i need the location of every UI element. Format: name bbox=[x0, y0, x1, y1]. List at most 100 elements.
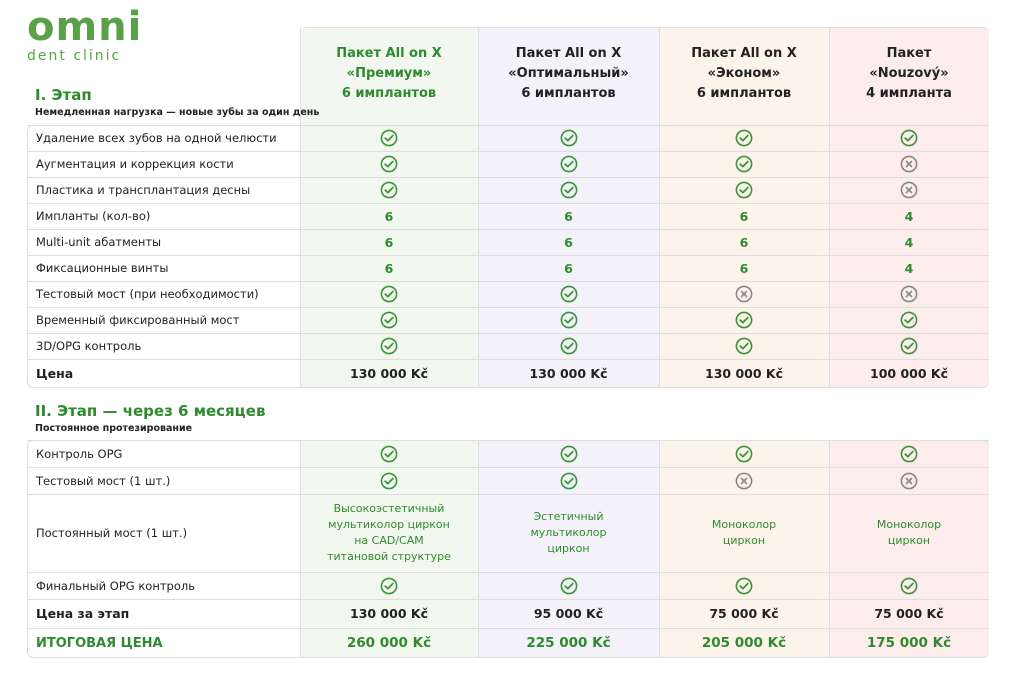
cell: 6 bbox=[739, 260, 749, 276]
check-icon bbox=[735, 181, 753, 199]
cell: 100 000 Kč bbox=[870, 366, 948, 381]
row-label: Пластика и трансплантация десны bbox=[36, 183, 251, 197]
row-line bbox=[27, 333, 989, 334]
cell bbox=[300, 151, 478, 177]
cell-line: Моноколор bbox=[876, 518, 942, 531]
row-line bbox=[27, 151, 989, 152]
check-icon bbox=[735, 577, 753, 594]
cell bbox=[659, 572, 829, 599]
header-line: 4 импланта bbox=[866, 86, 952, 101]
cell bbox=[659, 281, 829, 307]
row-line bbox=[27, 177, 989, 178]
header-line: Пакет All on X bbox=[515, 46, 622, 61]
cell bbox=[478, 151, 659, 177]
cell bbox=[478, 333, 659, 359]
row-label: Временный фиксированный мост bbox=[36, 313, 240, 327]
row-label: Цена за этап bbox=[36, 606, 130, 621]
cell bbox=[829, 307, 989, 333]
check-icon bbox=[560, 472, 577, 489]
cell bbox=[300, 467, 478, 494]
check-icon bbox=[560, 181, 577, 199]
cell bbox=[659, 467, 829, 494]
cell bbox=[478, 572, 659, 599]
cell-line: циркон bbox=[547, 542, 590, 555]
cross-icon bbox=[900, 181, 918, 199]
check-icon bbox=[560, 445, 577, 462]
cell: 205 000 Kč bbox=[701, 635, 787, 651]
cell: 75 000 Kč bbox=[709, 606, 779, 621]
cell bbox=[300, 177, 478, 203]
stage-title: II. Этап — через 6 месяцев bbox=[35, 402, 266, 420]
header-line: 6 имплантов bbox=[341, 86, 437, 101]
row-label: Контроль OPG bbox=[36, 446, 123, 461]
cell: 6 bbox=[384, 260, 394, 276]
logo-name: omni bbox=[27, 4, 143, 50]
check-icon bbox=[380, 155, 398, 173]
row-label: ИТОГОВАЯ ЦЕНА bbox=[36, 635, 163, 651]
cell-line: Эстетичный bbox=[533, 510, 604, 523]
row-line bbox=[27, 255, 989, 256]
row-line bbox=[27, 628, 989, 629]
row-label: Финальный OPG контроль bbox=[36, 578, 196, 593]
cell-line: на CAD/CAM bbox=[354, 534, 424, 547]
cell: 6 bbox=[384, 208, 394, 224]
cell bbox=[659, 333, 829, 359]
cell: 6 bbox=[739, 234, 749, 250]
cell bbox=[829, 333, 989, 359]
row-line bbox=[27, 203, 989, 204]
column-bg bbox=[659, 441, 829, 657]
stage-subtitle: Постоянное протезирование bbox=[35, 423, 193, 434]
cross-icon bbox=[735, 285, 753, 303]
cell bbox=[478, 307, 659, 333]
row-line bbox=[27, 307, 989, 308]
cell: 95 000 Kč bbox=[533, 606, 604, 621]
cell bbox=[829, 151, 989, 177]
row-label: 3D/OPG контроль bbox=[36, 339, 142, 353]
cell: 130 000 Kč bbox=[350, 366, 428, 381]
row-label: Multi-unit абатменты bbox=[36, 235, 162, 249]
cell: Моноколор циркон bbox=[659, 494, 829, 572]
check-icon bbox=[380, 181, 398, 199]
cell: 4 bbox=[904, 260, 914, 276]
row-line bbox=[27, 572, 989, 573]
package-header: Пакет «Nouzový» 4 импланта bbox=[829, 28, 989, 120]
header-line: «Премиум» bbox=[346, 66, 432, 81]
check-icon bbox=[735, 155, 753, 173]
cell: 6 bbox=[564, 234, 573, 250]
cell bbox=[300, 333, 478, 359]
check-icon bbox=[560, 337, 577, 355]
cell bbox=[829, 467, 989, 494]
row-line bbox=[27, 467, 989, 468]
cell: 260 000 Kč bbox=[346, 635, 432, 651]
column-bg bbox=[829, 441, 989, 657]
check-icon bbox=[560, 577, 577, 594]
cell bbox=[829, 440, 989, 467]
cell bbox=[829, 572, 989, 599]
row-line bbox=[27, 281, 989, 282]
cell bbox=[659, 307, 829, 333]
check-icon bbox=[735, 129, 753, 147]
check-icon bbox=[900, 129, 918, 147]
cell: 6 bbox=[739, 208, 749, 224]
check-icon bbox=[380, 577, 398, 594]
column-bg bbox=[300, 441, 478, 657]
cell: 130 000 Kč bbox=[529, 366, 608, 381]
cell bbox=[300, 307, 478, 333]
cell-line: циркон bbox=[722, 534, 766, 547]
header-line: 6 имплантов bbox=[696, 86, 792, 101]
cell bbox=[300, 125, 478, 151]
cell: Высокоэстетичный мультиколор циркон на CAD… bbox=[300, 494, 478, 572]
cell: 4 bbox=[904, 234, 914, 250]
cell bbox=[829, 125, 989, 151]
cell bbox=[829, 177, 989, 203]
row-line bbox=[27, 440, 989, 441]
cross-icon bbox=[900, 285, 918, 303]
check-icon bbox=[380, 472, 398, 489]
cell bbox=[659, 440, 829, 467]
row-label: Фиксационные винты bbox=[36, 261, 169, 275]
cell bbox=[478, 440, 659, 467]
cell: Моноколор циркон bbox=[829, 494, 989, 572]
cell-line: циркон bbox=[887, 534, 931, 547]
check-icon bbox=[900, 577, 918, 594]
cell-line: мультиколор bbox=[530, 526, 607, 539]
